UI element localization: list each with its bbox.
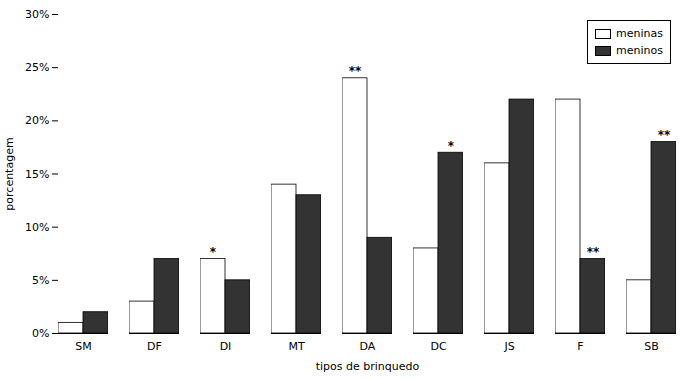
svg-text:DI: DI bbox=[220, 340, 232, 353]
svg-text:10%: 10% bbox=[25, 221, 49, 234]
html-text:meninos: meninos bbox=[616, 44, 663, 57]
svg-text:30%: 30% bbox=[25, 8, 49, 21]
svg-text:DC: DC bbox=[430, 340, 446, 353]
svg-text:DA: DA bbox=[360, 340, 376, 353]
svg-text:25%: 25% bbox=[25, 61, 49, 74]
svg-text:SB: SB bbox=[644, 340, 659, 353]
svg-text:**: ** bbox=[349, 64, 362, 78]
svg-text:SM: SM bbox=[75, 340, 91, 353]
svg-text:JS: JS bbox=[503, 340, 514, 353]
svg-text:F: F bbox=[577, 340, 583, 353]
svg-text:0%: 0% bbox=[32, 327, 49, 340]
svg-text:MT: MT bbox=[288, 340, 304, 353]
svg-text:tipos de brinquedo: tipos de brinquedo bbox=[316, 360, 420, 373]
svg-text:**: ** bbox=[658, 128, 671, 142]
svg-text:5%: 5% bbox=[32, 274, 49, 287]
svg-text:DF: DF bbox=[147, 340, 162, 353]
html-text:meninas: meninas bbox=[616, 27, 663, 40]
svg-text:*: * bbox=[210, 245, 217, 259]
svg-text:20%: 20% bbox=[25, 114, 49, 127]
svg-text:15%: 15% bbox=[25, 168, 49, 181]
svg-text:**: ** bbox=[587, 245, 600, 259]
svg-text:porcentagem: porcentagem bbox=[3, 137, 16, 210]
svg-text:*: * bbox=[448, 139, 455, 153]
